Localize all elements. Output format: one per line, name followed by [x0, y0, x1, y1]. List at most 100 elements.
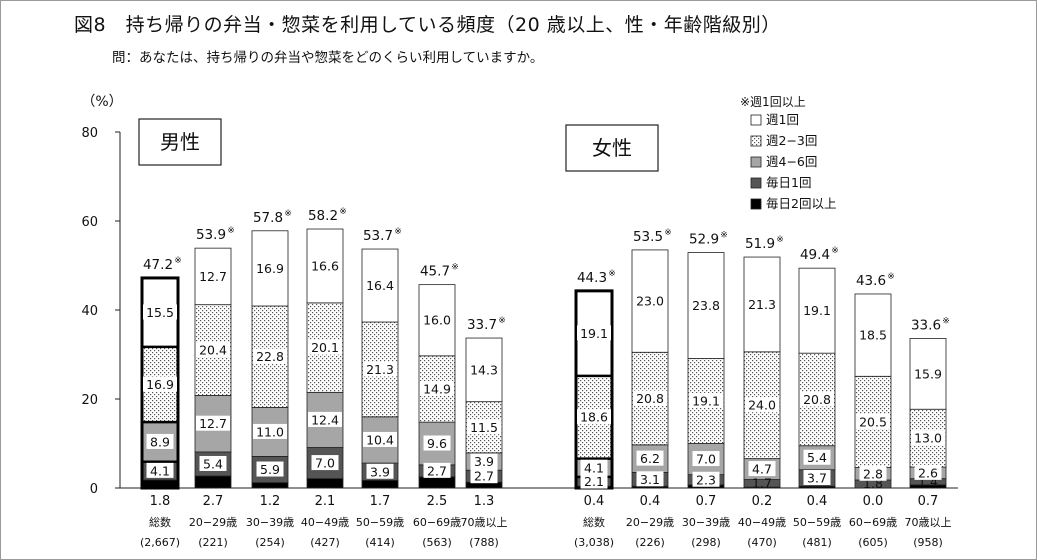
- bottom-segment-value-label: 0.2: [752, 494, 773, 509]
- segment-value-label: 14.9: [423, 381, 451, 396]
- sample-size-label: (254): [255, 536, 285, 549]
- segment-value-label: 16.6: [311, 258, 339, 273]
- segment-value-label: 12.7: [199, 416, 227, 431]
- category-label: 20−29歳: [189, 516, 237, 529]
- panel-label: 男性: [160, 130, 200, 154]
- segment-value-label: 5.9: [260, 462, 280, 477]
- segment-value-label: 11.5: [470, 420, 498, 435]
- bottom-segment-value-label: 0.7: [696, 494, 717, 509]
- segment-value-label: 6.2: [640, 451, 660, 466]
- segment-value-label: 23.8: [692, 298, 720, 313]
- total-note-mark: ※: [284, 209, 292, 219]
- total-value-label: 57.8: [253, 210, 283, 226]
- sample-size-label: (427): [310, 536, 340, 549]
- legend-swatch: [751, 199, 761, 209]
- segment-value-label: 18.6: [580, 410, 608, 425]
- segment-value-label: 4.7: [752, 462, 772, 477]
- y-tick-label: 20: [81, 393, 98, 408]
- category-label: 40−49歳: [738, 516, 786, 529]
- total-value-label: 33.7: [467, 317, 497, 333]
- y-tick-label: 80: [81, 126, 98, 141]
- segment-value-label: 16.9: [256, 261, 284, 276]
- total-note-mark: ※: [227, 226, 235, 236]
- y-unit-label: （%）: [81, 94, 122, 110]
- total-note-mark: ※: [451, 263, 459, 273]
- segment-value-label: 10.4: [366, 432, 394, 447]
- category-label: 30−39歳: [682, 516, 730, 529]
- bar-segment: [362, 480, 398, 488]
- segment-value-label: 16.0: [423, 313, 451, 328]
- sample-size-label: (605): [858, 536, 888, 549]
- segment-value-label: 2.7: [474, 469, 494, 484]
- total-value-label: 53.7: [363, 228, 393, 244]
- total-value-label: 47.2: [143, 257, 173, 273]
- segment-value-label: 2.7: [427, 463, 447, 478]
- segment-value-label: 16.4: [366, 278, 394, 293]
- total-value-label: 52.9: [689, 232, 719, 248]
- category-label: 総数: [583, 515, 605, 529]
- legend-label: 毎日2回以上: [766, 196, 836, 211]
- total-note-mark: ※: [174, 256, 182, 266]
- segment-value-label: 8.9: [150, 434, 170, 449]
- total-value-label: 53.5: [633, 229, 663, 245]
- segment-value-label: 23.0: [636, 294, 664, 309]
- legend-label: 週2−3回: [766, 133, 817, 148]
- segment-value-label: 20.1: [311, 340, 339, 355]
- segment-value-label: 11.0: [256, 424, 284, 439]
- bottom-segment-value-label: 1.8: [150, 494, 171, 509]
- stacked-bar-chart: 020406080（%） 男性4.18.916.915.547.2 ※1.8総数(…: [0, 0, 1037, 560]
- segment-value-label: 13.0: [914, 431, 942, 446]
- segment-value-label: 7.0: [315, 456, 335, 471]
- segment-value-label: 20.8: [803, 392, 831, 407]
- sample-size-label: (226): [635, 536, 665, 549]
- segment-value-label: 2.8: [863, 466, 883, 481]
- legend-swatch: [751, 115, 761, 125]
- sample-size-label: (3,038): [574, 536, 614, 549]
- segment-value-label: 3.1: [640, 472, 660, 487]
- total-value-label: 43.6: [856, 273, 886, 289]
- segment-value-label: 4.1: [150, 463, 170, 478]
- bottom-segment-value-label: 1.2: [260, 494, 281, 509]
- category-label: 60−69歳: [413, 516, 461, 529]
- total-value-label: 58.2: [308, 208, 338, 224]
- bottom-segment-value-label: 0.0: [863, 494, 884, 509]
- total-note-mark: ※: [498, 316, 506, 326]
- segment-value-label: 19.1: [580, 326, 608, 341]
- panel-label: 女性: [592, 136, 632, 160]
- sample-size-label: (2,667): [140, 536, 180, 549]
- legend-note: ※週1回以上: [740, 95, 806, 109]
- segment-value-label: 4.1: [584, 460, 604, 475]
- category-label: 30−39歳: [246, 516, 294, 529]
- segment-value-label: 15.5: [146, 305, 174, 320]
- total-value-label: 53.9: [196, 227, 226, 243]
- bottom-segment-value-label: 2.7: [203, 494, 224, 509]
- sample-size-label: (470): [747, 536, 777, 549]
- bar-segment: [195, 476, 231, 488]
- segment-value-label: 20.8: [636, 391, 664, 406]
- bar-segment: [419, 477, 455, 488]
- total-note-mark: ※: [608, 269, 616, 279]
- bottom-segment-value-label: 1.3: [474, 494, 495, 509]
- category-label: 50−59歳: [356, 516, 404, 529]
- category-label: 20−29歳: [626, 516, 674, 529]
- total-note-mark: ※: [394, 227, 402, 237]
- segment-value-label: 19.1: [692, 394, 720, 409]
- segment-value-label: 5.4: [203, 456, 223, 471]
- segment-value-label: 21.3: [366, 362, 394, 377]
- bar-segment: [252, 483, 288, 488]
- sample-size-label: (298): [691, 536, 721, 549]
- total-value-label: 49.4: [800, 247, 830, 263]
- total-value-label: 33.6: [911, 317, 941, 333]
- total-note-mark: ※: [720, 231, 728, 241]
- segment-value-label: 3.7: [807, 470, 827, 485]
- bottom-segment-value-label: 1.7: [370, 494, 391, 509]
- segment-value-label: 14.3: [470, 362, 498, 377]
- y-tick-label: 40: [81, 304, 98, 319]
- category-label: 40−49歳: [301, 516, 349, 529]
- segment-value-label: 12.4: [311, 412, 339, 427]
- legend-swatch: [751, 178, 761, 188]
- segment-value-label: 5.4: [807, 450, 827, 465]
- legend-swatch: [751, 157, 761, 167]
- sample-size-label: (414): [365, 536, 395, 549]
- segment-value-label: 9.6: [427, 436, 447, 451]
